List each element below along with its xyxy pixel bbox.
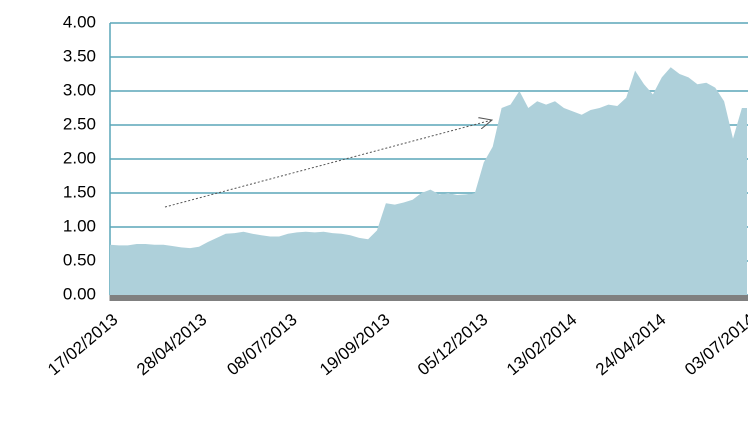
y-tick-label: 2.00 bbox=[63, 148, 96, 167]
plot-area bbox=[110, 67, 747, 295]
x-tick-label: 13/02/2014 bbox=[503, 310, 580, 379]
x-tick-label: 03/07/2014 bbox=[681, 310, 748, 379]
x-axis-band bbox=[110, 295, 748, 301]
y-tick-label: 1.50 bbox=[63, 182, 96, 201]
x-tick-label: 24/04/2014 bbox=[592, 310, 669, 379]
x-tick-label: 05/12/2013 bbox=[414, 310, 491, 379]
area bbox=[110, 67, 747, 295]
y-tick-label: 0.50 bbox=[63, 250, 96, 269]
y-tick-label: 0.00 bbox=[63, 284, 96, 303]
y-tick-label: 4.00 bbox=[63, 12, 96, 31]
y-tick-label: 2.50 bbox=[63, 114, 96, 133]
trend-arrow bbox=[164, 120, 492, 208]
x-tick-label: 08/07/2013 bbox=[223, 310, 300, 379]
x-tick-label: 17/02/2013 bbox=[44, 310, 121, 379]
y-tick-label: 3.00 bbox=[63, 80, 96, 99]
x-tick-label: 28/04/2013 bbox=[133, 310, 210, 379]
y-tick-label: 1.00 bbox=[63, 216, 96, 235]
y-tick-label: 3.50 bbox=[63, 46, 96, 65]
x-tick-label: 19/09/2013 bbox=[316, 310, 393, 379]
